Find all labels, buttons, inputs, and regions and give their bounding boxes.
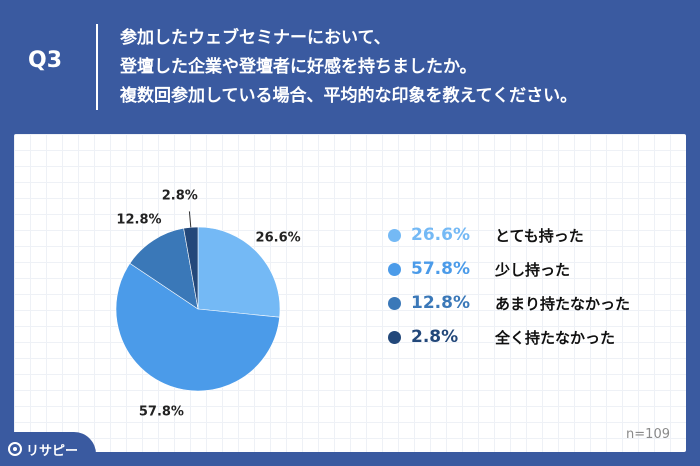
pie-slice-3: [129, 227, 199, 310]
legend-swatch-1: [388, 228, 401, 242]
legend-label-4: 全く持たなかった: [495, 328, 616, 347]
pie-label-4: 2.8%: [162, 188, 198, 203]
legend-label-1: とても持った: [495, 226, 584, 245]
legend-percent-2: 57.8%: [411, 259, 470, 279]
legend-item-3: 12.8% あまり持たなかった: [388, 286, 678, 320]
question-line-1: 参加したウェブセミナーにおいて、: [120, 28, 391, 48]
question-text: 参加したウェブセミナーにおいて、 登壇した企業や登壇者に好感を持ちましたか。 複…: [120, 24, 680, 111]
leader-line-4: [188, 211, 192, 228]
question-line-2: 登壇した企業や登壇者に好感を持ちましたか。: [120, 57, 477, 77]
legend-item-4: 2.8% 全く持たなかった: [388, 320, 678, 354]
pie-label-2: 57.8%: [139, 405, 184, 420]
pie-label-3: 12.8%: [116, 213, 161, 228]
pie-slice-2: [115, 262, 280, 392]
pie-chart: 26.6% 57.8% 12.8%2.8%: [115, 188, 301, 420]
legend-label-3: あまり持たなかった: [495, 294, 631, 313]
pie-label-1: 26.6%: [256, 231, 301, 246]
legend-swatch-4: [388, 330, 401, 344]
legend-item-1: 26.6% とても持った: [388, 218, 678, 252]
header: Q3 参加したウェブセミナーにおいて、 登壇した企業や登壇者に好感を持ちましたか…: [0, 0, 700, 128]
brand-name: リサピー: [26, 443, 79, 459]
legend-percent-1: 26.6%: [411, 225, 470, 245]
question-line-3: 複数回参加している場合、平均的な印象を教えてください。: [120, 86, 578, 106]
question-number: Q3: [28, 48, 63, 73]
legend-percent-4: 2.8%: [411, 327, 459, 347]
chart-card: 26.6% 57.8% 12.8% 2.8% 26.6% とても持った 57.8% 少…: [14, 134, 686, 452]
legend-swatch-2: [388, 262, 401, 276]
legend-swatch-3: [388, 296, 401, 310]
legend-label-2: 少し持った: [495, 260, 571, 279]
legend-percent-3: 12.8%: [411, 293, 470, 313]
legend-item-2: 57.8% 少し持った: [388, 252, 678, 286]
header-divider: [96, 24, 98, 110]
legend: 26.6% とても持った 57.8% 少し持った 12.8% あまり持たなかった…: [388, 218, 678, 354]
pie-slice-1: [197, 226, 281, 318]
brand-pin-icon: [8, 442, 22, 456]
sample-size: n=109: [626, 427, 670, 442]
brand-logo: リサピー: [0, 432, 96, 466]
